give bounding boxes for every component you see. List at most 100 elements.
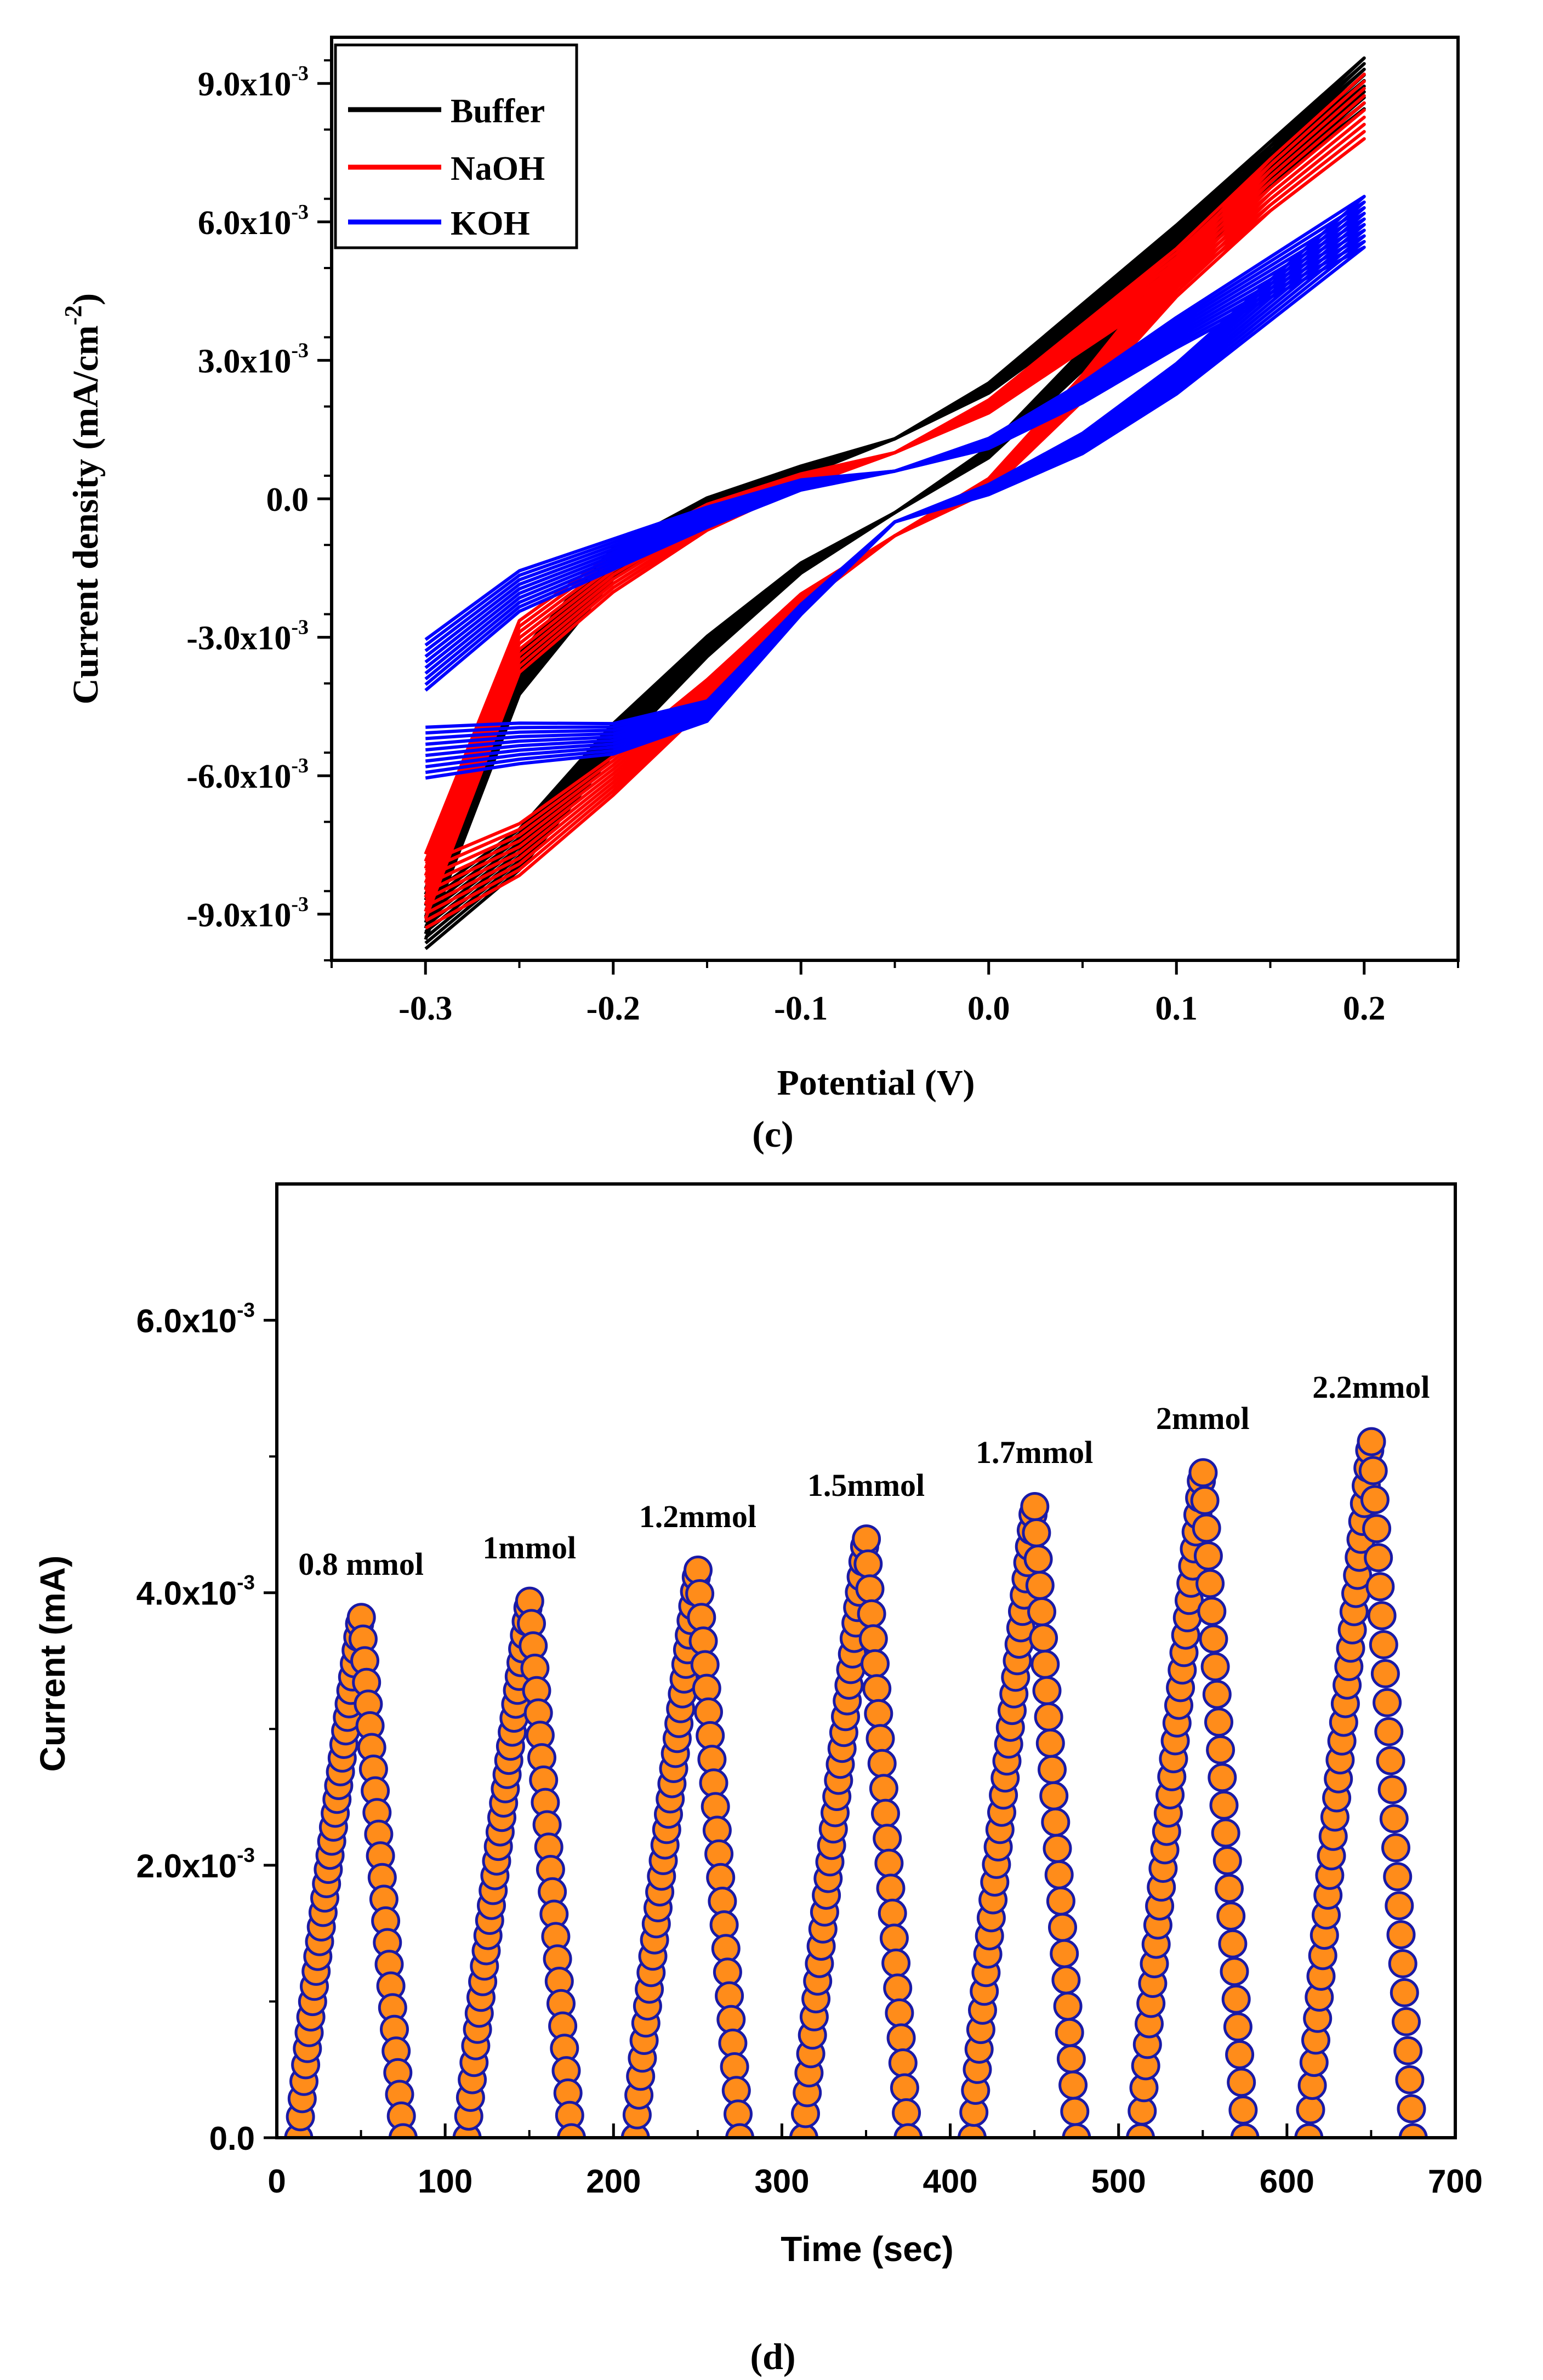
- d-point-peak-5: [1053, 1991, 1083, 2021]
- d-point-peak-7: [1381, 1833, 1410, 1863]
- d-point-peak-4: [857, 1599, 886, 1629]
- d-point-peak-7: [1379, 1804, 1409, 1834]
- d-point-peak-3: [699, 1768, 728, 1798]
- d-point-peak-7: [1360, 1485, 1390, 1514]
- c-x-tick-label: -0.3: [398, 990, 452, 1027]
- c-y-tick-label: -3.0x10-3: [186, 616, 309, 657]
- d-x-tick-label: 500: [1091, 2163, 1146, 2200]
- d-point-peak-7: [1393, 2036, 1423, 2065]
- d-point-peak-6: [1192, 1513, 1221, 1543]
- d-point-peak-5: [1027, 1597, 1056, 1626]
- c-y-tick-label-mantissa: 0.0: [266, 481, 309, 519]
- d-point-peak-3: [709, 1910, 739, 1940]
- d-y-tick-label-exponent: -3: [237, 1844, 255, 1866]
- d-point-peak-3: [688, 1626, 718, 1656]
- d-point-peak-5: [1058, 2070, 1088, 2100]
- d-point-peak-7: [1388, 1949, 1417, 1978]
- d-point-peak-4: [885, 1998, 914, 2028]
- d-point-peak-4: [890, 2073, 919, 2103]
- c-x-ticks: -0.3 -0.2 -0.1 0.0 0.1 0.2: [331, 960, 1459, 1027]
- d-point-peak-4: [866, 1724, 895, 1753]
- d-point-peak-5: [1039, 1781, 1069, 1810]
- d-y-tick-label: 2.0x10-3: [136, 1844, 255, 1884]
- d-point-peak-4: [855, 1574, 885, 1604]
- c-legend-label-koh: KOH: [451, 205, 530, 242]
- d-peak-label-1: 0.8 mmol: [298, 1546, 424, 1582]
- d-peak-label-5: 1.7mmol: [976, 1434, 1093, 1470]
- d-point-peak-5: [1020, 1492, 1050, 1521]
- c-x-tick-label: -0.1: [774, 990, 828, 1027]
- c-x-tick-label: 0.2: [1343, 990, 1386, 1027]
- d-peak-labels: 0.8 mmol 1mmol 1.2mmol 1.5mmol 1.7mmol 2mmol 2…: [298, 1369, 1430, 1582]
- c-y-axis-label-main: Current density (mA/cm: [66, 325, 106, 704]
- c-y-tick-label-mantissa: 6.0x10: [198, 204, 292, 242]
- d-point-peak-5: [1038, 1755, 1067, 1784]
- d-point-peak-3: [706, 1863, 736, 1892]
- d-point-peak-7: [1374, 1717, 1404, 1746]
- c-panel-label: (c): [752, 1113, 793, 1155]
- d-point-peak-6: [1199, 1624, 1228, 1654]
- d-point-peak-3: [696, 1721, 725, 1750]
- d-point-peak-7: [1377, 1775, 1407, 1804]
- d-point-peak-4: [876, 1874, 906, 1903]
- c-y-tick-label-exponent: -3: [291, 893, 309, 916]
- d-x-tick-label: 200: [586, 2163, 641, 2200]
- c-y-ticks: -9.0x10-3-6.0x10-3-3.0x10-30.03.0x10-36.…: [186, 59, 332, 961]
- d-point-peak-4: [874, 1848, 904, 1878]
- d-y-tick-label-mantissa: 2.0x10: [136, 1848, 237, 1884]
- d-point-peak-7: [1395, 2065, 1425, 2094]
- d-panel-label: (d): [750, 2336, 795, 2377]
- d-point-peak-4: [862, 1674, 892, 1704]
- d-point-peak-6: [1227, 2068, 1256, 2097]
- d-peak-label-2: 1mmol: [482, 1530, 576, 1565]
- c-y-tick-label-mantissa: -3.0x10: [186, 620, 291, 657]
- d-y-tick-label: 4.0x10-3: [136, 1572, 255, 1612]
- c-y-tick-label: 6.0x10-3: [198, 201, 309, 242]
- d-point-peak-4: [892, 2098, 921, 2127]
- d-point-peak-6: [1223, 2012, 1252, 2042]
- d-point-peak-5: [1056, 2044, 1086, 2074]
- chart-c: -0.3 -0.2 -0.1 0.0 0.1 0.2 -9.0x10-3-6.0x10-3…: [60, 36, 1460, 1155]
- d-point-peak-4: [886, 2023, 916, 2053]
- d-point-peak-4: [853, 1549, 883, 1579]
- d-point-peak-6: [1209, 1790, 1239, 1820]
- c-legend-label-naoh: NaOH: [451, 150, 545, 187]
- d-x-tick-label: 0: [267, 2163, 286, 2200]
- d-point-peak-4: [871, 1798, 900, 1828]
- c-series-buffer-cycle-10: [424, 56, 1366, 899]
- d-peak-label-7: 2.2mmol: [1312, 1369, 1430, 1405]
- d-point-peak-4: [867, 1749, 897, 1778]
- d-point-peak-5: [1029, 1623, 1058, 1653]
- d-point-peak-5: [1062, 2123, 1091, 2138]
- d-point-peak-7: [1397, 2094, 1426, 2123]
- c-y-axis-label-sup: -2: [60, 305, 87, 326]
- c-y-tick-label: 0.0: [266, 481, 309, 519]
- d-point-peak-7: [1358, 1456, 1388, 1485]
- d-y-tick-label-exponent: -3: [237, 1572, 255, 1594]
- d-point-peak-5: [1046, 1886, 1075, 1916]
- d-point-peak-6: [1211, 1818, 1240, 1848]
- c-y-tick-label-mantissa: -6.0x10: [186, 758, 291, 795]
- d-point-peak-7: [1390, 1978, 1419, 2007]
- d-point-peak-7: [1296, 2095, 1325, 2125]
- c-y-tick-label-exponent: -3: [291, 616, 309, 639]
- c-series-naoh-cycle-10: [424, 72, 1366, 865]
- d-y-tick-label: 0.0: [209, 2120, 255, 2157]
- d-point-peak-6: [1190, 1485, 1220, 1515]
- d-point-peak-7: [1365, 1572, 1395, 1602]
- d-point-peak-6: [1215, 1874, 1244, 1903]
- d-point-peak-1: [388, 2123, 418, 2138]
- d-point-peak-3: [720, 2052, 749, 2081]
- d-point-peak-5: [1034, 1702, 1063, 1732]
- d-point-peak-4: [879, 1923, 909, 1953]
- d-point-peak-5: [1051, 1965, 1081, 1995]
- d-point-peak-5: [1032, 1676, 1062, 1705]
- c-y-axis-label: Current density (mA/cm-2): [60, 293, 106, 704]
- c-legend-box: [334, 43, 578, 249]
- d-point-peak-5: [1043, 1834, 1072, 1863]
- d-y-ticks: 0.02.0x10-34.0x10-36.0x10-3: [136, 1299, 277, 2157]
- d-point-peak-7: [1385, 1891, 1414, 1921]
- c-series-group: [424, 56, 1366, 950]
- c-y-tick-label-exponent: -3: [291, 201, 309, 224]
